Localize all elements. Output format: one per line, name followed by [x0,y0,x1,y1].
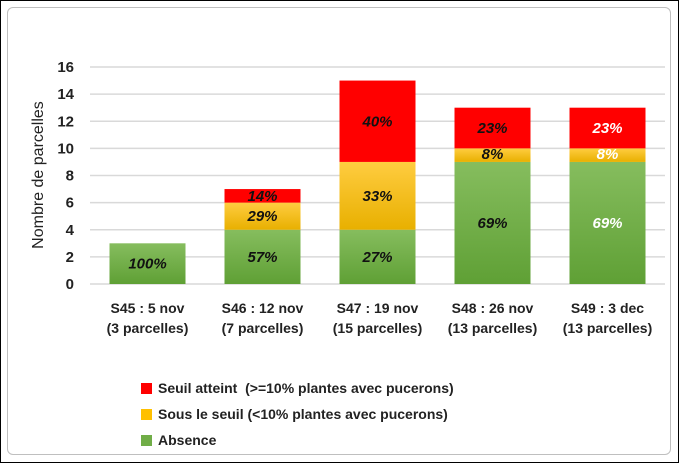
x-tick-label: (3 parcelles) [107,320,189,336]
legend-label: Absence [158,432,217,448]
data-label: 69% [477,215,507,232]
bar-segment-absence [569,161,646,284]
bar-segment-seuil [569,107,646,149]
x-tick-label: S49 : 3 dec [571,300,644,316]
data-label: 23% [476,120,507,137]
y-tick-label: 8 [66,168,74,185]
y-tick-label: 6 [66,195,74,212]
bar-segment-sous [454,148,531,162]
y-tick-label: 14 [57,86,74,103]
data-label: 29% [246,208,277,225]
bar-segment-seuil [339,80,416,162]
x-tick-label: (15 parcelles) [333,320,423,336]
x-tick-label: (13 parcelles) [563,320,653,336]
y-axis-label: Nombre de parcelles [30,101,47,249]
x-tick-label: S47 : 19 nov [337,300,419,316]
legend-label: Seuil atteint (>=10% plantes avec pucero… [158,380,454,396]
y-tick-label: 0 [66,276,74,293]
data-label: 23% [591,120,622,137]
data-label: 57% [247,249,277,266]
bar-segment-absence [339,229,416,284]
chart-area [7,7,671,455]
legend-swatch [141,409,152,420]
data-label: 14% [247,188,277,205]
bar-segment-sous [224,202,301,230]
bar-segment-absence [454,161,531,284]
bar-segment-absence [109,243,186,284]
legend-swatch [141,435,152,446]
data-label: 8% [482,146,504,163]
bar-segment-sous [339,161,416,230]
bar-segment-absence [224,229,301,284]
bar-segment-seuil [454,107,531,149]
data-label: 69% [592,215,622,232]
y-tick-label: 12 [57,113,74,130]
bar-segment-seuil [224,189,301,203]
x-tick-label: (7 parcelles) [222,320,304,336]
data-label: 8% [597,146,619,163]
y-tick-label: 2 [66,249,74,266]
y-tick-label: 4 [66,222,75,239]
data-label: 27% [361,249,392,266]
bar-segment-sous [569,148,646,162]
x-tick-label: (13 parcelles) [448,320,538,336]
data-label: 40% [361,113,392,130]
data-label: 33% [362,188,392,205]
legend-swatch [141,383,152,394]
data-label: 100% [128,256,166,273]
x-tick-label: S46 : 12 nov [222,300,304,316]
x-tick-label: S45 : 5 nov [111,300,185,316]
x-tick-label: S48 : 26 nov [452,300,534,316]
y-tick-label: 16 [57,59,74,76]
y-tick-label: 10 [57,140,74,157]
legend-label: Sous le seuil (<10% plantes avec puceron… [158,406,448,422]
